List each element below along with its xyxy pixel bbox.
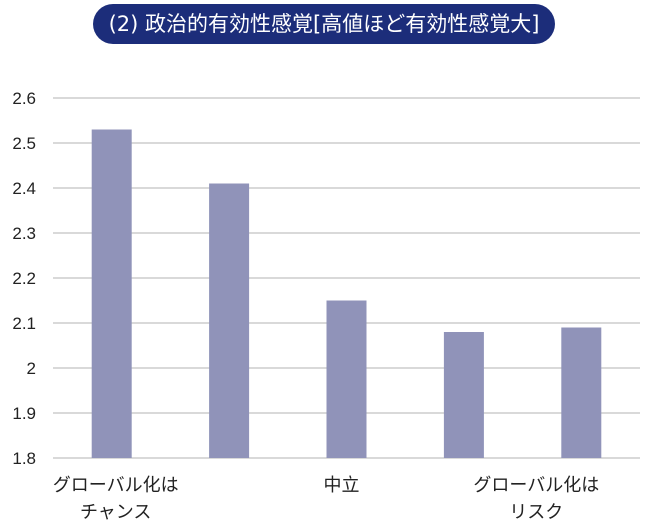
- bar: [326, 300, 367, 458]
- y-tick-label: 2.2: [12, 269, 36, 288]
- bar: [209, 183, 250, 458]
- y-tick-label: 2.6: [12, 89, 36, 108]
- y-tick-label: 1.9: [12, 404, 36, 423]
- x-category-label: グローバル化は リスク: [473, 475, 600, 523]
- x-category-label: グローバル化は チャンス: [52, 475, 179, 523]
- y-tick-label: 2.3: [12, 224, 36, 243]
- y-tick-label: 1.8: [12, 449, 36, 468]
- y-tick-label: 2: [27, 359, 36, 378]
- y-tick-label: 2.4: [12, 179, 36, 198]
- bar: [91, 129, 132, 458]
- chart-title: (2) 政治的有効性感覚[高値ほど有効性感覚大]: [93, 4, 555, 44]
- y-tick-label: 2.1: [12, 314, 36, 333]
- bar: [561, 327, 602, 458]
- y-tick-label: 2.5: [12, 134, 36, 153]
- x-category-label: 中立: [323, 475, 360, 496]
- bar: [443, 332, 484, 458]
